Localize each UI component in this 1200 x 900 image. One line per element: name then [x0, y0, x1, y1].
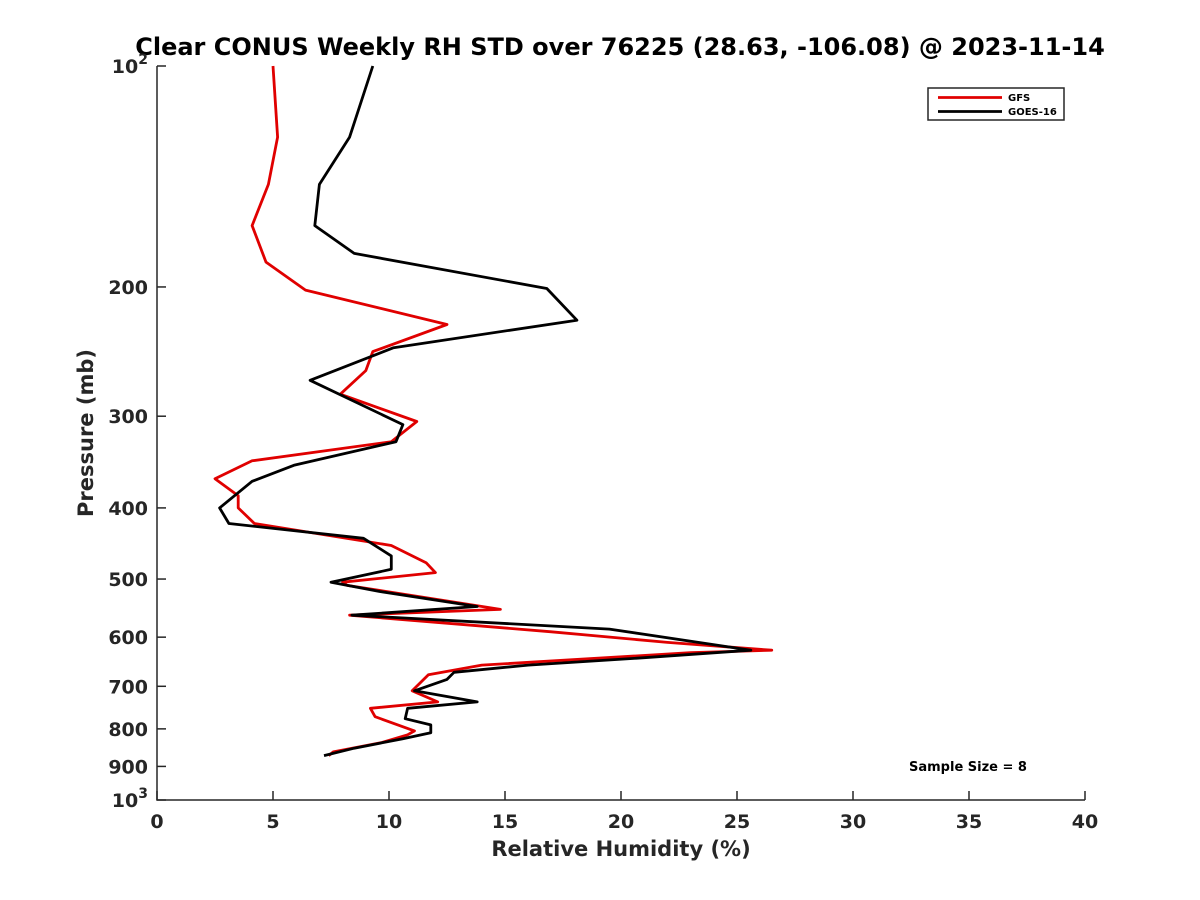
y-tick-label: 600 [108, 627, 148, 649]
legend-label-goes-16: GOES-16 [1008, 107, 1057, 118]
x-tick-label: 40 [1072, 811, 1098, 833]
legend-label-gfs: GFS [1008, 93, 1030, 104]
y-tick-label: 500 [108, 569, 148, 591]
y-tick-label: 200 [108, 277, 148, 299]
y-tick-label: 800 [108, 719, 148, 741]
x-tick-label: 25 [724, 811, 750, 833]
chart-title: Clear CONUS Weekly RH STD over 76225 (28… [135, 33, 1105, 61]
x-tick-label: 5 [266, 811, 279, 833]
plot-area: 0 5 10 15 20 25 30 35 40 200 300 400 500 600 700 800 90… [108, 52, 1098, 833]
y-tick-label-power: 102 [112, 52, 148, 78]
y-tick-label: 900 [108, 756, 148, 778]
y-tick-label: 300 [108, 406, 148, 428]
x-tick-label: 20 [608, 811, 634, 833]
sample-size-annotation: Sample Size = 8 [909, 760, 1027, 775]
y-axis-label: Pressure (mb) [74, 349, 98, 517]
axes-frame [156, 66, 1085, 801]
y-tick-label: 400 [108, 498, 148, 520]
y-tick-label: 700 [108, 676, 148, 698]
x-tick-label: 10 [376, 811, 402, 833]
series-line-goes-16 [218, 65, 753, 757]
legend-box [927, 87, 1065, 121]
x-axis-ticks: 0 5 10 15 20 25 30 35 40 [150, 791, 1098, 833]
x-tick-label: 15 [492, 811, 518, 833]
x-tick-label: 30 [840, 811, 866, 833]
x-tick-label: 35 [956, 811, 982, 833]
series-layer [213, 65, 774, 757]
y-axis-ticks: 200 300 400 500 600 700 800 900 102 103 [108, 52, 166, 812]
x-tick-label: 0 [150, 811, 163, 833]
y-tick-label-power: 103 [112, 786, 148, 812]
series-line-gfs [213, 65, 774, 757]
legend: GFS GOES-16 [927, 87, 1065, 121]
x-axis-label: Relative Humidity (%) [491, 837, 750, 861]
